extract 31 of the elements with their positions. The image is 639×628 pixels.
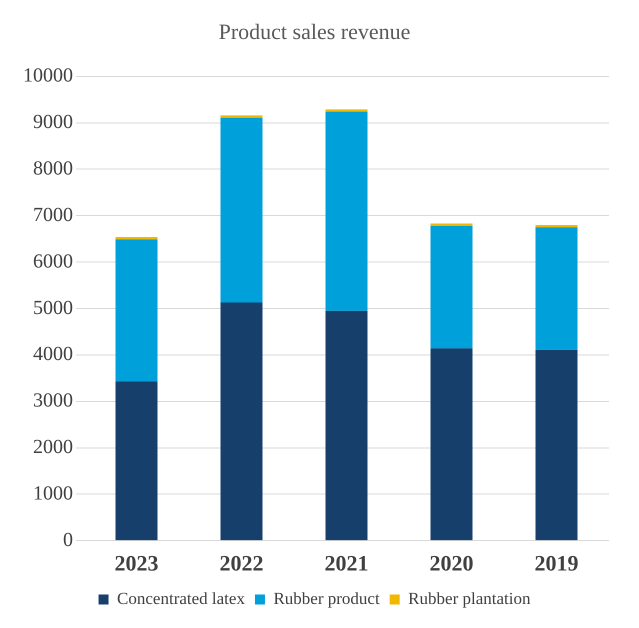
- y-tick-label: 3000: [33, 390, 73, 412]
- bar: [536, 224, 578, 228]
- x-tick-label: 2020: [430, 550, 474, 576]
- y-tick-label: 9000: [33, 111, 73, 134]
- y-tick-label: 6000: [33, 250, 73, 272]
- y-tick-label: 10000: [23, 64, 73, 87]
- y-tick-label: 8000: [33, 157, 73, 180]
- bar: [220, 118, 262, 302]
- y-tick-label: 1000: [33, 482, 73, 504]
- y-tick-label: 7000: [33, 204, 73, 226]
- y-tick-label: 5000: [33, 296, 73, 319]
- chart-title: Product sales revenue: [218, 18, 410, 44]
- legend-label: Concentrated latex: [117, 588, 246, 608]
- bar: [116, 381, 158, 540]
- bar: [430, 348, 472, 540]
- x-tick-label: 2023: [114, 550, 158, 576]
- bar: [116, 239, 158, 382]
- bar: [326, 112, 368, 311]
- bar: [220, 302, 262, 540]
- bar: [326, 310, 368, 540]
- legend-label: Rubber product: [273, 588, 380, 608]
- legend-label: Rubber plantation: [408, 588, 531, 608]
- bar: [536, 350, 578, 540]
- x-tick-label: 2022: [220, 550, 264, 576]
- x-tick-label: 2021: [324, 550, 368, 576]
- y-tick-label: 2000: [33, 436, 73, 458]
- x-tick-label: 2019: [534, 550, 578, 576]
- y-tick-label: 0: [63, 528, 73, 551]
- bar: [430, 226, 472, 348]
- y-tick-label: 4000: [33, 343, 73, 366]
- bar: [536, 227, 578, 350]
